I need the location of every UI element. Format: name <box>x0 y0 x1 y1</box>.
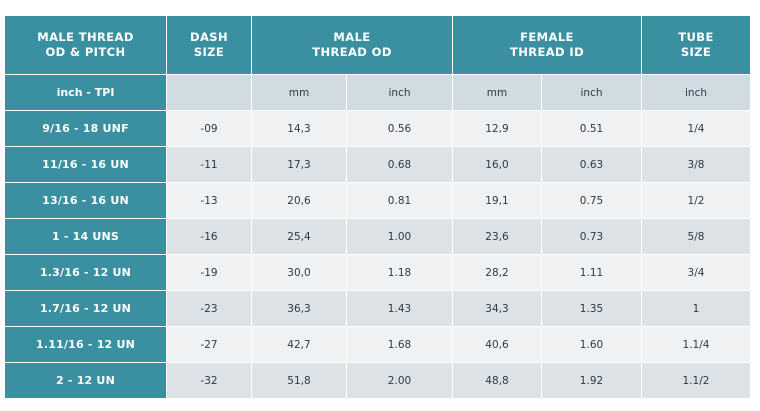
female-id-inch-cell: 0.63 <box>541 146 642 183</box>
table-row: 1 - 14 UNS -16 25,4 1.00 23,6 0.73 5/8 <box>4 218 751 255</box>
female-id-inch-cell: 1.35 <box>541 290 642 327</box>
male-od-inch-cell: 1.68 <box>346 326 453 363</box>
male-od-inch-cell: 0.81 <box>346 182 453 219</box>
female-id-mm-cell: 48,8 <box>452 362 542 399</box>
unit-dash-cell <box>166 74 252 111</box>
thread-cell: 1.11/16 - 12 UN <box>4 326 167 363</box>
male-od-mm-cell: 30,0 <box>251 254 347 291</box>
male-od-mm-cell: 25,4 <box>251 218 347 255</box>
table-row: 1.7/16 - 12 UN -23 36,3 1.43 34,3 1.35 1 <box>4 290 751 327</box>
header-male-thread-od-pitch: MALE THREAD OD & PITCH <box>4 15 167 75</box>
female-id-mm-cell: 19,1 <box>452 182 542 219</box>
thread-cell: 9/16 - 18 UNF <box>4 110 167 147</box>
thread-spec-table: MALE THREAD OD & PITCH DASH SIZE MALE TH… <box>4 15 751 399</box>
male-od-inch-cell: 2.00 <box>346 362 453 399</box>
table-row: 9/16 - 18 UNF -09 14,3 0.56 12,9 0.51 1/4 <box>4 110 751 147</box>
female-id-mm-cell: 16,0 <box>452 146 542 183</box>
header-text-line: MALE THREAD <box>37 30 134 44</box>
female-id-mm-cell: 28,2 <box>452 254 542 291</box>
male-od-mm-cell: 42,7 <box>251 326 347 363</box>
dash-size-cell: -09 <box>166 110 252 147</box>
tube-size-cell: 1.1/2 <box>641 362 751 399</box>
header-tube-size: TUBE SIZE <box>641 15 751 75</box>
thread-cell: 1.7/16 - 12 UN <box>4 290 167 327</box>
thread-cell: 11/16 - 16 UN <box>4 146 167 183</box>
header-female-thread-id: FEMALE THREAD ID <box>452 15 642 75</box>
male-od-mm-cell: 17,3 <box>251 146 347 183</box>
dash-size-cell: -19 <box>166 254 252 291</box>
table-row: 11/16 - 16 UN -11 17,3 0.68 16,0 0.63 3/8 <box>4 146 751 183</box>
tube-size-cell: 3/8 <box>641 146 751 183</box>
header-text-line: TUBE <box>678 30 714 44</box>
header-text-line: FEMALE <box>520 30 574 44</box>
tube-size-cell: 1.1/4 <box>641 326 751 363</box>
male-od-mm-cell: 36,3 <box>251 290 347 327</box>
female-id-mm-cell: 40,6 <box>452 326 542 363</box>
unit-tube-cell: inch <box>641 74 751 111</box>
header-dash-size: DASH SIZE <box>166 15 252 75</box>
dash-size-cell: -11 <box>166 146 252 183</box>
tube-size-cell: 3/4 <box>641 254 751 291</box>
male-od-inch-cell: 1.18 <box>346 254 453 291</box>
table-row: 1.11/16 - 12 UN -27 42,7 1.68 40,6 1.60 1.1/4 <box>4 326 751 363</box>
table-row: 13/16 - 16 UN -13 20,6 0.81 19,1 0.75 1/2 <box>4 182 751 219</box>
male-od-inch-cell: 0.56 <box>346 110 453 147</box>
units-row: inch - TPI mm inch mm inch inch <box>4 74 751 111</box>
female-id-inch-cell: 1.11 <box>541 254 642 291</box>
table-row: 1.3/16 - 12 UN -19 30,0 1.18 28,2 1.11 3/4 <box>4 254 751 291</box>
thread-cell: 13/16 - 16 UN <box>4 182 167 219</box>
unit-lead-cell: inch - TPI <box>4 74 167 111</box>
dash-size-cell: -23 <box>166 290 252 327</box>
header-text-line: SIZE <box>193 45 225 59</box>
dash-size-cell: -32 <box>166 362 252 399</box>
header-row: MALE THREAD OD & PITCH DASH SIZE MALE TH… <box>4 15 751 75</box>
thread-cell: 1.3/16 - 12 UN <box>4 254 167 291</box>
male-od-inch-cell: 1.43 <box>346 290 453 327</box>
female-id-mm-cell: 34,3 <box>452 290 542 327</box>
female-id-mm-cell: 12,9 <box>452 110 542 147</box>
header-text-line: THREAD OD <box>312 45 392 59</box>
dash-size-cell: -13 <box>166 182 252 219</box>
tube-size-cell: 1/2 <box>641 182 751 219</box>
female-id-inch-cell: 0.75 <box>541 182 642 219</box>
tube-size-cell: 1 <box>641 290 751 327</box>
dash-size-cell: -16 <box>166 218 252 255</box>
unit-male-mm-cell: mm <box>251 74 347 111</box>
female-id-inch-cell: 0.73 <box>541 218 642 255</box>
male-od-mm-cell: 51,8 <box>251 362 347 399</box>
table-row: 2 - 12 UN -32 51,8 2.00 48,8 1.92 1.1/2 <box>4 362 751 399</box>
male-od-mm-cell: 20,6 <box>251 182 347 219</box>
male-od-inch-cell: 1.00 <box>346 218 453 255</box>
male-od-mm-cell: 14,3 <box>251 110 347 147</box>
thread-cell: 2 - 12 UN <box>4 362 167 399</box>
dash-size-cell: -27 <box>166 326 252 363</box>
male-od-inch-cell: 0.68 <box>346 146 453 183</box>
female-id-inch-cell: 1.92 <box>541 362 642 399</box>
header-male-thread-od: MALE THREAD OD <box>251 15 453 75</box>
female-id-inch-cell: 0.51 <box>541 110 642 147</box>
header-text-line: MALE <box>333 30 371 44</box>
unit-female-inch-cell: inch <box>541 74 642 111</box>
header-text-line: THREAD ID <box>509 45 585 59</box>
unit-male-inch-cell: inch <box>346 74 453 111</box>
unit-female-mm-cell: mm <box>452 74 542 111</box>
female-id-inch-cell: 1.60 <box>541 326 642 363</box>
tube-size-cell: 1/4 <box>641 110 751 147</box>
header-text-line: DASH <box>190 30 228 44</box>
thread-cell: 1 - 14 UNS <box>4 218 167 255</box>
header-text-line: OD & PITCH <box>45 45 126 59</box>
female-id-mm-cell: 23,6 <box>452 218 542 255</box>
tube-size-cell: 5/8 <box>641 218 751 255</box>
header-text-line: SIZE <box>680 45 712 59</box>
